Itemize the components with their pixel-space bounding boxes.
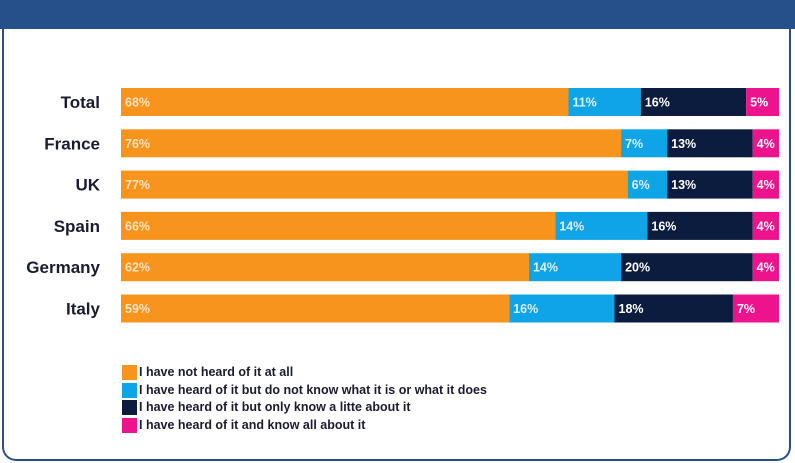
bar-segment (667, 129, 753, 158)
legend-label: I have heard of it but do not know what … (139, 382, 487, 397)
bar-segment (746, 88, 779, 116)
legend-swatch (122, 365, 137, 381)
bar-segment (555, 211, 648, 240)
data-label: 13% (671, 137, 696, 151)
legend-swatch (122, 382, 137, 398)
chart-legend: I have not heard of it at all I have hear… (122, 364, 487, 434)
data-label: 13% (671, 178, 696, 192)
data-label: 5% (750, 96, 768, 110)
data-label: 16% (651, 219, 676, 233)
bar-segment (732, 294, 779, 323)
legend-item: I have heard of it and know all about it (122, 417, 487, 435)
category-label: Total (61, 93, 100, 112)
bar-segment (568, 88, 641, 116)
legend-label: I have not heard of it at all (139, 365, 294, 379)
category-label: France (44, 134, 100, 153)
legend-item: I have heard of it but only know a litte… (122, 399, 487, 417)
bar-segment (647, 211, 753, 240)
legend-swatch (122, 400, 137, 416)
data-label: 14% (559, 219, 584, 233)
header-bar (0, 0, 795, 29)
bar-segment (752, 170, 779, 199)
data-label: 20% (625, 261, 650, 275)
legend-swatch (122, 417, 137, 433)
bar-segment (667, 170, 753, 199)
data-label: 4% (757, 219, 775, 233)
bar-segment (621, 253, 753, 282)
bar-segment (621, 129, 668, 158)
bar-segment (640, 88, 747, 116)
data-label: 68% (125, 96, 150, 110)
data-label: 4% (757, 178, 775, 192)
data-label: 76% (125, 137, 150, 151)
bar-segment (614, 294, 733, 323)
legend-label: I have heard of it and know all about it (139, 417, 366, 432)
bar-segment (121, 294, 510, 323)
data-label: 16% (513, 302, 538, 316)
data-label: 11% (572, 96, 596, 110)
category-label: UK (75, 176, 100, 195)
bar-segment (509, 294, 615, 323)
data-label: 66% (125, 219, 150, 233)
data-label: 18% (619, 302, 644, 316)
bar-segment (121, 170, 628, 199)
data-label: 4% (757, 261, 775, 275)
bar-segment (752, 253, 779, 282)
data-label: 7% (737, 302, 755, 316)
data-label: 7% (625, 137, 643, 151)
data-label: 62% (125, 261, 150, 275)
bar-segment (121, 88, 569, 116)
category-label: Italy (66, 300, 101, 319)
legend-label: I have heard of it but only know a litte… (139, 400, 411, 414)
bar-segment (121, 211, 556, 240)
data-label: 14% (533, 261, 558, 275)
legend-item: I have not heard of it at all (122, 364, 487, 382)
bar-segment (121, 253, 529, 282)
data-label: 6% (632, 178, 650, 192)
category-label: Spain (54, 217, 100, 236)
data-label: 77% (125, 178, 150, 192)
data-label: 16% (645, 96, 670, 110)
legend-item: I have heard of it but do not know what … (122, 382, 487, 400)
bar-segment (752, 129, 779, 158)
data-label: 59% (125, 302, 150, 316)
bar-segment (528, 253, 622, 282)
bar-segment (627, 170, 668, 199)
bar-segment (121, 129, 622, 158)
data-label: 4% (757, 137, 775, 151)
bar-segment (752, 211, 779, 240)
category-label: Germany (26, 258, 100, 277)
